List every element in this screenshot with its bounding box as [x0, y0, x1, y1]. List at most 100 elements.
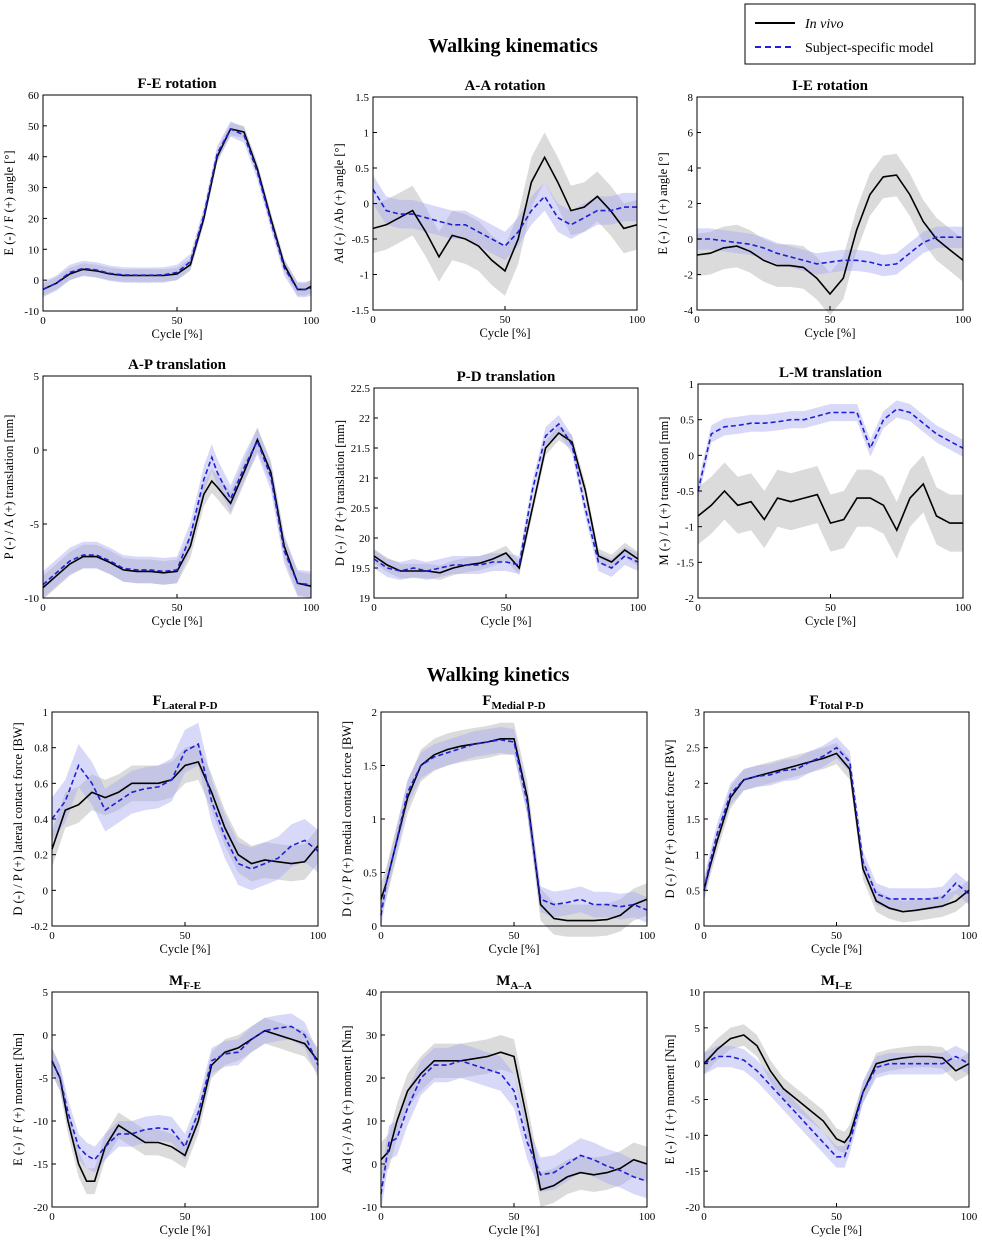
line-invivo — [42, 127, 312, 291]
x-axis-label: Cycle [%] — [488, 942, 539, 956]
band-model — [43, 427, 311, 598]
band-model — [373, 175, 637, 261]
y-tick-label: -4 — [684, 305, 694, 317]
x-tick-label: 50 — [831, 1211, 843, 1223]
line-model — [373, 422, 639, 572]
legend: In vivo Subject-specific model — [744, 3, 976, 65]
chart-title: FTotal P-D — [809, 693, 863, 712]
line-invivo — [380, 1051, 648, 1191]
y-tick-label: -0.5 — [677, 486, 695, 498]
y-tick-label: 2.5 — [686, 743, 700, 755]
y-axis-label: P (-) / A (+) translation [mm] — [2, 415, 16, 560]
y-tick-label: 5 — [695, 1023, 701, 1035]
x-tick-label: 100 — [310, 1211, 327, 1223]
x-tick-label: 0 — [378, 930, 384, 942]
line-invivo — [51, 760, 319, 865]
x-axis-label: Cycle [%] — [811, 942, 862, 956]
x-tick-label: 100 — [629, 314, 646, 326]
y-tick-label: 19.5 — [351, 563, 371, 575]
legend-box — [744, 3, 976, 65]
x-axis-label: Cycle [%] — [480, 614, 531, 628]
kinetics-title: Walking kinetics — [427, 664, 570, 686]
x-tick-label: 0 — [701, 1211, 707, 1223]
chart-title: L-M translation — [779, 365, 883, 381]
band-invivo — [373, 132, 637, 296]
y-tick-label: -1.5 — [352, 305, 370, 317]
y-axis-label: E (-) / I (+) moment [Nm] — [663, 1035, 677, 1165]
y-tick-label: -1 — [685, 522, 694, 534]
x-tick-label: 100 — [303, 602, 320, 614]
y-tick-label: 10 — [28, 244, 40, 256]
x-tick-label: 0 — [40, 315, 46, 327]
x-axis-label: Cycle [%] — [159, 1223, 210, 1237]
line-invivo — [373, 431, 639, 574]
x-tick-label: 0 — [378, 1211, 384, 1223]
y-tick-label: 0.8 — [34, 743, 48, 755]
y-tick-label: 0.5 — [363, 868, 377, 880]
band-model — [52, 1013, 318, 1173]
line-invivo — [703, 752, 970, 913]
x-tick-label: 100 — [303, 315, 320, 327]
y-tick-label: 19 — [359, 593, 371, 605]
chart-title: I-E rotation — [792, 78, 869, 94]
band-model — [381, 1043, 647, 1212]
y-tick-label: 50 — [28, 121, 40, 133]
x-tick-label: 0 — [371, 602, 377, 614]
y-tick-label: 10 — [366, 1116, 378, 1128]
y-tick-label: 1.5 — [686, 814, 700, 826]
y-tick-label: 0 — [695, 921, 701, 933]
y-tick-label: -10 — [24, 306, 39, 318]
x-axis-label: Cycle [%] — [151, 327, 202, 341]
y-tick-label: 0 — [364, 199, 370, 211]
x-tick-label: 50 — [501, 602, 513, 614]
band-invivo — [704, 742, 969, 923]
x-tick-label: 0 — [40, 602, 46, 614]
axes-box — [703, 991, 970, 1208]
x-tick-label: 100 — [639, 930, 656, 942]
x-axis-label: Cycle [%] — [811, 1223, 862, 1237]
y-tick-label: 3 — [695, 707, 701, 719]
y-tick-label: -10 — [24, 593, 39, 605]
line-invivo — [380, 737, 648, 922]
x-tick-label: 50 — [500, 314, 512, 326]
chart-title: A-P translation — [128, 357, 227, 373]
y-tick-label: 22.5 — [351, 383, 371, 395]
band-model — [52, 722, 318, 891]
x-tick-label: 50 — [831, 930, 843, 942]
band-invivo — [52, 1017, 318, 1195]
y-tick-label: 0 — [688, 234, 694, 246]
y-axis-label: E (-) / I (+) angle [°] — [656, 152, 670, 254]
x-tick-label: 0 — [694, 314, 700, 326]
y-tick-label: -2 — [685, 593, 694, 605]
y-tick-label: 2 — [688, 199, 694, 211]
x-tick-label: 100 — [639, 1211, 656, 1223]
y-tick-label: -0.2 — [31, 921, 48, 933]
y-axis-label: M (-) / L (+) translation [mm] — [657, 417, 671, 566]
y-tick-label: 0 — [689, 450, 695, 462]
y-tick-label: -10 — [362, 1202, 377, 1214]
band-model — [704, 1045, 969, 1168]
chart-title: FLateral P-D — [152, 693, 217, 712]
y-tick-label: 2 — [372, 707, 378, 719]
x-axis-label: Cycle [%] — [804, 326, 855, 340]
x-axis-label: Cycle [%] — [805, 614, 856, 628]
band-model — [704, 737, 969, 910]
y-tick-label: 5 — [34, 371, 40, 383]
chart-title: F-E rotation — [137, 76, 217, 92]
y-tick-label: 0.5 — [680, 415, 694, 427]
y-tick-label: 30 — [28, 183, 40, 195]
y-tick-label: 0 — [43, 1030, 49, 1042]
chart-title: MF-E — [169, 973, 201, 992]
y-tick-label: 4 — [688, 163, 694, 175]
chart-ie_rot: 0 50 100 -4 -2 0 2 4 6 8 Cycle [%] E (-) / I (+) an… — [656, 78, 972, 340]
y-tick-label: -5 — [39, 1073, 49, 1085]
band-invivo — [698, 455, 963, 559]
band-invivo — [381, 1035, 647, 1207]
x-tick-label: 0 — [49, 1211, 55, 1223]
legend-model-label: Subject-specific model — [805, 41, 934, 56]
band-invivo — [52, 744, 318, 882]
y-tick-label: 1 — [364, 128, 370, 140]
y-tick-label: -20 — [33, 1202, 48, 1214]
